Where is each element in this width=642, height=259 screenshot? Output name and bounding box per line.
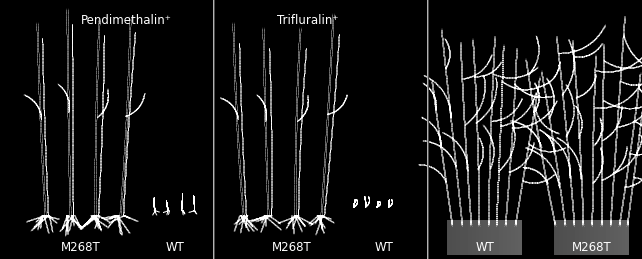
Text: M268T: M268T xyxy=(572,241,612,254)
Text: M268T: M268T xyxy=(272,241,312,254)
Text: WT: WT xyxy=(476,241,494,254)
Text: WT: WT xyxy=(165,241,184,254)
Text: WT: WT xyxy=(375,241,394,254)
Text: Pendimethalin⁺: Pendimethalin⁺ xyxy=(81,14,172,27)
Text: M268T: M268T xyxy=(61,241,101,254)
Text: Trifluralin⁺: Trifluralin⁺ xyxy=(277,14,339,27)
